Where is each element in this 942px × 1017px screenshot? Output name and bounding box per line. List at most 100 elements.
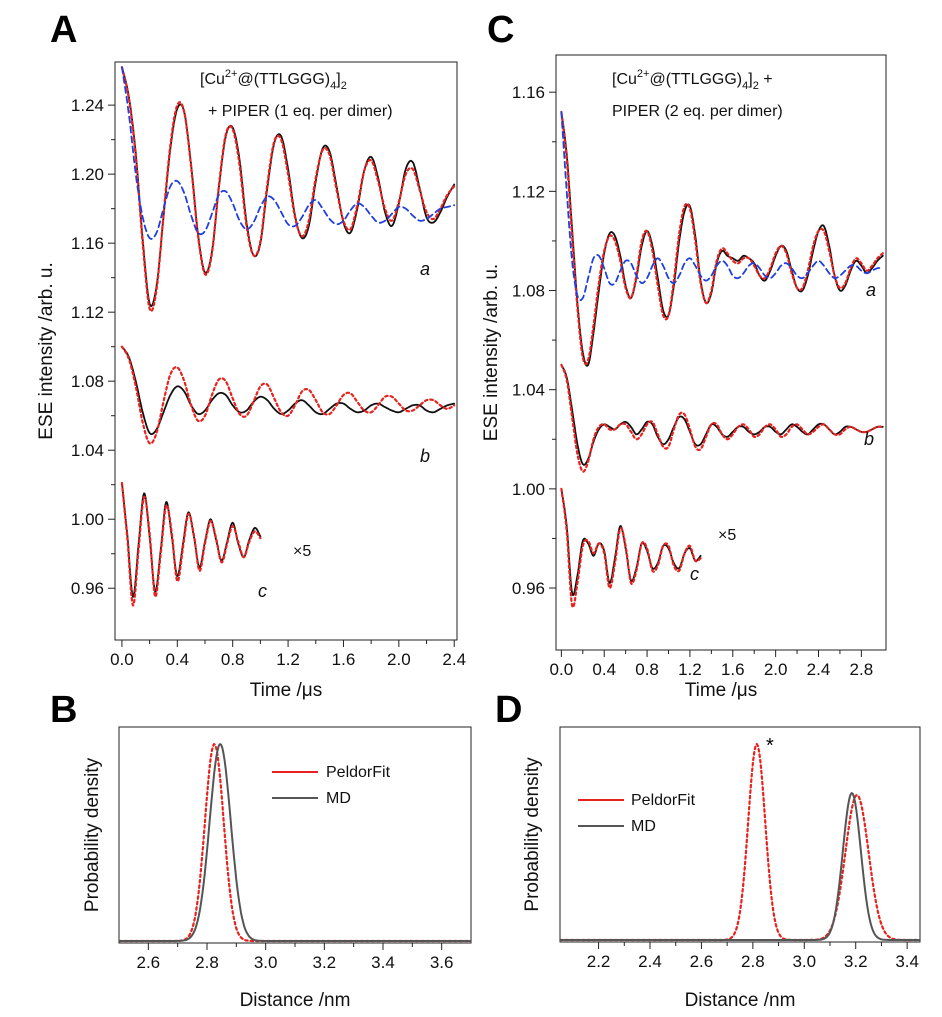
x-tick-label-a: 0.0 [110, 650, 134, 669]
panel-c-frame [555, 54, 887, 651]
x-tick-label-b: 3.0 [254, 953, 278, 972]
panel-b-frame [118, 726, 472, 944]
series-c-a-experiment [560, 111, 884, 367]
panel-d-frame [559, 726, 921, 943]
panel-a-frame [114, 61, 458, 641]
panel-c-annotation-line2: PIPER (2 eq. per dimer) [612, 103, 783, 120]
panel-d-plot: 2.2 2.4 2.6 2.8 3.0 3.2 3.4 Distance /nm Probabi… [522, 742, 920, 1011]
x-tick-label-a: 1.2 [276, 650, 300, 669]
panel-a-annotation-line2: + PIPER (1 eq. per dimer) [208, 103, 393, 120]
series-a-b-experiment [121, 345, 456, 436]
panel-b-letter: B [50, 689, 77, 731]
x-tick-label-c: 2.4 [807, 660, 831, 679]
y-tick-label-c: 1.00 [512, 480, 545, 499]
x-axis-title-a: Time /μs [250, 680, 323, 701]
series-a-a-dashed [121, 66, 456, 240]
series-a-c-experiment [121, 482, 262, 598]
panel-d-legend: PeldorFit MD [578, 792, 696, 835]
panel-d-letter: D [495, 689, 522, 731]
x-tick-label-a: 0.4 [165, 650, 189, 669]
x-tick-label-a: 2.4 [442, 650, 466, 669]
y-tick-label-a: 1.00 [71, 510, 104, 529]
panel-d-legend-peldorfit: PeldorFit [631, 792, 696, 809]
y-tick-label-c: 1.04 [512, 381, 545, 400]
series-d-md [560, 792, 920, 941]
y-tick-label-a: 0.96 [71, 579, 104, 598]
x-tick-label-d: 3.0 [792, 952, 816, 971]
x-tick-label-d: 2.2 [587, 952, 611, 971]
panel-d-legend-md: MD [631, 818, 656, 835]
panel-c-label-b: b [864, 429, 874, 449]
series-b-md [119, 743, 471, 942]
y-tick-label-c: 1.08 [512, 282, 545, 301]
y-tick-label-a: 1.24 [71, 96, 104, 115]
series-d-peldorfit [560, 742, 920, 942]
series-c-c-fit [560, 487, 702, 609]
panel-b-plot: 2.6 2.8 3.0 3.2 3.4 3.6 Distance /nm Probabilit… [82, 742, 471, 1011]
panel-b: B PeldorFit MD 2.6 2.8 3.0 3.2 3.4 3.6 Distanc… [50, 689, 472, 1011]
x-tick-label-a: 1.6 [332, 650, 356, 669]
x-tick-label-b: 2.8 [195, 953, 219, 972]
y-axis-title-d: Probability density [522, 757, 543, 912]
x-tick-label-d: 2.4 [638, 952, 662, 971]
y-axis-title-a: ESE intensity /arb. u. [36, 262, 57, 439]
x-tick-label-c: 0.8 [635, 660, 659, 679]
x-tick-label-a: 0.8 [221, 650, 245, 669]
x-tick-label-d: 2.8 [741, 952, 765, 971]
panel-b-legend-md: MD [326, 790, 351, 807]
series-b-peldorfit [119, 742, 471, 943]
series-a-b-fit [120, 345, 456, 445]
x-tick-label-c: 1.2 [678, 660, 702, 679]
series-c-b-experiment [560, 363, 884, 466]
series-group-b [119, 742, 471, 943]
x-tick-label-b: 3.2 [313, 953, 337, 972]
series-group-c [560, 110, 884, 609]
panel-a-label-b: b [420, 446, 430, 466]
x-tick-label-c: 2.0 [764, 660, 788, 679]
panel-a-scale-label: ×5 [293, 543, 311, 560]
x-tick-label-b: 2.6 [137, 953, 161, 972]
y-tick-label-a: 1.04 [71, 441, 104, 460]
y-tick-label-a: 1.20 [71, 165, 104, 184]
panel-b-legend-peldorfit: PeldorFit [326, 764, 391, 781]
panel-a-label-a: a [420, 259, 430, 279]
series-group-a [120, 66, 456, 607]
x-tick-label-d: 3.2 [844, 952, 868, 971]
x-tick-label-b: 3.6 [430, 953, 454, 972]
series-c-a-dashed [560, 111, 884, 302]
series-c-a-fit [560, 110, 884, 366]
series-a-c-fit [120, 481, 262, 607]
x-axis-title-d: Distance /nm [685, 990, 796, 1011]
x-tick-label-c: 2.8 [850, 660, 874, 679]
y-tick-label-c: 1.16 [512, 83, 545, 102]
panel-a-annotation-line1: [Cu2+@(TTLGGG)4]2 [200, 68, 347, 92]
y-tick-label-a: 1.16 [71, 234, 104, 253]
y-axis-title-b: Probability density [82, 757, 103, 912]
panel-b-legend: PeldorFit MD [272, 764, 391, 807]
x-tick-label-d: 3.4 [895, 952, 919, 971]
y-tick-label-c: 1.12 [512, 182, 545, 201]
panel-c-label-c: c [690, 564, 699, 584]
y-tick-label-c: 0.96 [512, 579, 545, 598]
series-a-a-fit [120, 66, 456, 313]
x-tick-label-a: 2.0 [387, 650, 411, 669]
panel-c-annotation-line1: [Cu2+@(TTLGGG)4]2 + [612, 68, 773, 92]
x-tick-label-c: 0.4 [592, 660, 616, 679]
y-tick-label-a: 1.08 [71, 372, 104, 391]
x-tick-label-c: 0.0 [550, 660, 574, 679]
panel-c-plot: 0.0 0.4 0.8 1.2 1.6 2.0 2.4 2.8 0.96 1.00 1.04 1.08… [481, 83, 884, 701]
panel-d-peak-marker: * [766, 735, 774, 757]
panel-c-scale-label: ×5 [718, 527, 736, 544]
panel-a-plot: 0.0 0.4 0.8 1.2 1.6 2.0 2.4 0.96 1.00 1.04 1.08 1.1… [36, 66, 466, 701]
panel-d: D * PeldorFit MD 2.2 2.4 2.6 2.8 3.0 3.2 3.4 Di… [495, 689, 921, 1011]
x-axis-title-b: Distance /nm [240, 990, 351, 1011]
panel-a: A [Cu2+@(TTLGGG)4]2 + PIPER (1 eq. per d… [36, 9, 466, 701]
y-axis-title-c: ESE intensity /arb. u. [481, 264, 502, 441]
x-tick-label-c: 1.6 [721, 660, 745, 679]
x-axis-title-c: Time /μs [685, 680, 758, 701]
panel-c: C [Cu2+@(TTLGGG)4]2 + PIPER (2 eq. per d… [481, 9, 887, 701]
x-tick-label-b: 3.4 [371, 953, 395, 972]
y-tick-label-a: 1.12 [71, 303, 104, 322]
series-group-d [560, 742, 920, 942]
